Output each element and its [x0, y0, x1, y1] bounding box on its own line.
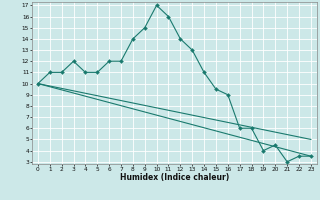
X-axis label: Humidex (Indice chaleur): Humidex (Indice chaleur) [120, 173, 229, 182]
